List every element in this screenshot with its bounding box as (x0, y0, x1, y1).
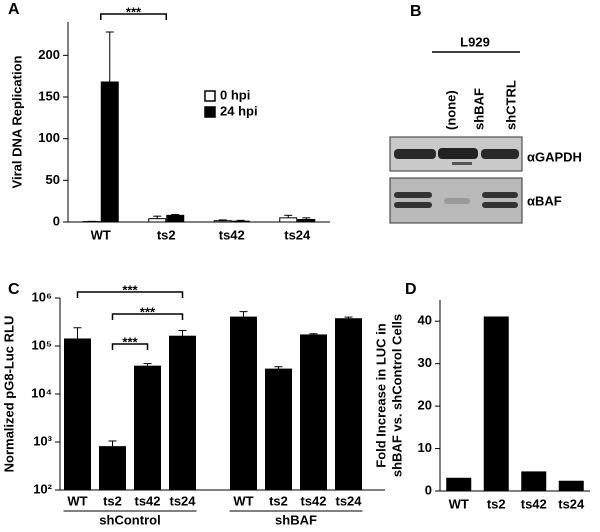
blot-panel: B L929 (none) shBAF shCTRL αGAPDH αBAF (389, 3, 582, 224)
significance-label: *** (140, 304, 156, 319)
y-tick-label: 40 (418, 313, 432, 328)
y-axis-title: shBAF vs. shControl Cells (389, 314, 404, 477)
y-axis-title: Viral DNA Replication (9, 55, 24, 188)
x-tick-label: ts2 (157, 227, 176, 242)
legend-swatch (204, 90, 216, 102)
bar (230, 316, 257, 491)
y-tick-label: 150 (38, 88, 60, 103)
antibody-label: αGAPDH (527, 149, 582, 164)
bar (558, 480, 584, 492)
group-label: shBAF (275, 512, 317, 527)
band (438, 148, 478, 159)
y-tick-label: 20 (418, 398, 432, 413)
bar (100, 81, 119, 223)
legend-swatch (204, 106, 216, 118)
bar (483, 316, 509, 492)
y-tick-label: 200 (38, 47, 60, 62)
bar (521, 471, 547, 492)
bar (279, 217, 298, 223)
lane-label: shBAF (471, 88, 486, 130)
y-tick-label: 10⁶ (32, 289, 52, 304)
panel-letter: C (8, 281, 20, 298)
panel-letter: B (410, 3, 422, 20)
x-tick-label: ts42 (300, 493, 326, 508)
x-tick-label: ts42 (521, 496, 547, 511)
bar (166, 214, 185, 223)
band (452, 162, 472, 165)
y-tick-label: 100 (38, 130, 60, 145)
band (482, 202, 518, 208)
bar (213, 220, 232, 223)
x-tick-label: ts2 (487, 496, 506, 511)
y-axis-title: Fold Increase in LUC in (373, 323, 388, 468)
bar (99, 446, 126, 491)
lane-label: (none) (443, 90, 458, 130)
band (394, 202, 432, 208)
bar (134, 365, 161, 491)
antibody-label: αBAF (527, 193, 562, 208)
significance-bracket (111, 313, 184, 320)
y-tick-label: 0 (53, 213, 60, 228)
significance-bracket (100, 13, 167, 20)
legend-label: 24 hpi (220, 103, 258, 118)
x-tick-label: ts24 (169, 493, 196, 508)
y-tick-label: 0 (425, 482, 432, 497)
y-tick-label: 30 (418, 355, 432, 370)
significance-bracket (111, 343, 149, 350)
bar (300, 334, 327, 491)
band (394, 192, 432, 198)
bar (335, 318, 362, 491)
y-tick-label: 10⁵ (31, 337, 52, 352)
legend-label: 0 hpi (220, 87, 250, 102)
bar (265, 368, 292, 491)
lane-label: shCTRL (503, 80, 518, 130)
bar (297, 219, 316, 223)
x-tick-label: WT (449, 496, 469, 511)
significance-label: *** (122, 334, 138, 349)
x-tick-label: ts24 (335, 493, 362, 508)
significance-bracket (76, 291, 184, 298)
y-tick-label: 10³ (33, 433, 52, 448)
band (394, 149, 436, 159)
y-axis-title: Normalized pG8-Luc RLU (1, 316, 16, 473)
y-tick-label: 10 (418, 440, 432, 455)
panel-letter: D (405, 281, 417, 298)
x-tick-label: ts2 (103, 493, 122, 508)
bar (446, 477, 472, 492)
y-tick-label: 10² (33, 481, 52, 496)
bar (64, 338, 91, 491)
panel-letter: A (8, 1, 20, 18)
cell-line: L929 (460, 34, 490, 49)
significance-label: *** (122, 282, 138, 297)
band (444, 198, 470, 204)
x-tick-label: ts2 (269, 493, 288, 508)
bar (169, 335, 196, 491)
y-tick-label: 10⁴ (31, 385, 52, 400)
y-tick-label: 50 (46, 172, 60, 187)
bar (148, 218, 167, 223)
x-tick-label: ts24 (284, 227, 311, 242)
band (482, 192, 518, 198)
x-tick-label: ts42 (219, 227, 245, 242)
significance-label: *** (126, 4, 142, 19)
group-label: shControl (99, 512, 160, 527)
bar (231, 220, 250, 223)
band (481, 149, 519, 159)
x-tick-label: ts42 (134, 493, 160, 508)
x-tick-label: WT (233, 493, 253, 508)
x-tick-label: WT (91, 227, 111, 242)
x-tick-label: ts24 (558, 496, 585, 511)
x-tick-label: WT (67, 493, 87, 508)
